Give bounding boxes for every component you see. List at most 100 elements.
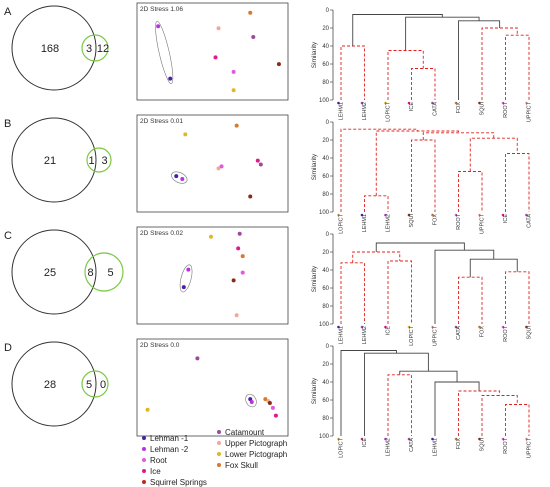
legend-marker [217, 463, 221, 467]
dendrogram-branch [434, 249, 495, 324]
leaf-label-cata: CATA [409, 438, 415, 452]
similarity-tick-label: 80 [322, 304, 329, 310]
mds-group-ellipse [155, 21, 174, 84]
venn-right-count: 0 [100, 379, 106, 391]
leaf-label-cata: CATA [527, 214, 533, 228]
legend-marker [217, 441, 221, 445]
legend-label: Squirrel Springs [150, 478, 207, 487]
similarity-axis-label: Similarity [311, 377, 318, 404]
leaf-marker-lopict [407, 325, 411, 329]
similarity-tick-label: 80 [322, 192, 329, 198]
leaf-marker-cata [431, 101, 434, 105]
leaf-label-fox: FOX [433, 214, 439, 226]
leaf-marker-ice [360, 437, 364, 441]
venn-right-circle [86, 147, 112, 173]
mds-point-squi [267, 401, 272, 406]
similarity-tick-label: 80 [322, 80, 329, 86]
leaf-marker-uppict [478, 213, 481, 217]
leaf-label-lehm1: LEHM1 [362, 214, 368, 232]
mds-point-uppict [216, 26, 221, 31]
leaf-marker-squi [407, 213, 411, 217]
legend-marker [142, 458, 146, 462]
similarity-axis-label: Similarity [311, 265, 318, 292]
mds-group-ellipse [179, 264, 193, 293]
mds-point-cata [258, 162, 263, 167]
similarity-axis-label: Similarity [311, 41, 318, 68]
dendrogram-branch [340, 262, 365, 324]
leaf-marker-lehm2 [360, 325, 364, 329]
leaf-label-root: ROOT [503, 437, 509, 454]
venn-right-count: 5 [107, 267, 113, 279]
mds-point-squi [276, 62, 281, 67]
leaf-marker-lehm1 [337, 101, 340, 105]
dendrogram-branch [375, 242, 465, 252]
leaf-label-cata: CATA [456, 326, 462, 340]
leaf-marker-uppict [525, 437, 528, 441]
dendrogram-branch [364, 195, 389, 212]
leaf-marker-fox [478, 325, 481, 329]
panel-label: C [4, 230, 12, 242]
venn-left-circle [11, 229, 97, 315]
legend-label: Ice [150, 467, 161, 476]
leaf-label-lehm2: LEHM2 [362, 102, 368, 120]
venn-left-circle [11, 5, 97, 91]
mds-plot-frame [136, 338, 289, 437]
panel-label: D [4, 342, 12, 354]
dendrogram-branch [387, 260, 412, 324]
mds-point-root [231, 69, 236, 74]
mds-stress-label: 2D Stress 0.0 [140, 342, 180, 349]
dendrogram-branch [458, 20, 501, 100]
mds-point-root [219, 164, 224, 169]
dendrogram-branch [469, 137, 518, 172]
mds-point-cata [251, 34, 256, 39]
leaf-label-lehm1: LEHM1 [339, 102, 345, 120]
leaf-marker-root [454, 213, 458, 217]
legend-marker [142, 480, 146, 484]
venn-left-count: 25 [44, 267, 56, 279]
dendrogram-branch [469, 258, 518, 278]
leaf-label-lehm2: LEHM2 [386, 438, 392, 456]
mds-point-lopict [145, 407, 150, 412]
dendrogram-branch [387, 50, 424, 100]
similarity-axis-label: Similarity [311, 153, 318, 180]
dendrogram-branch [434, 381, 480, 436]
leaf-label-lehm1: LEHM1 [339, 326, 345, 344]
leaf-label-squi: SQUI [480, 438, 486, 452]
mds-point-ice [273, 413, 278, 418]
leaf-marker-cata [454, 325, 458, 329]
legend-marker [217, 452, 221, 456]
leaf-marker-lehm1 [431, 437, 434, 441]
similarity-tick-label: 0 [326, 232, 330, 238]
venn-right-count: 3 [101, 155, 107, 167]
leaf-marker-lehm2 [360, 101, 364, 105]
similarity-tick-label: 0 [326, 344, 330, 350]
leaf-marker-cata [525, 213, 528, 217]
leaf-label-root: ROOT [503, 101, 509, 118]
dendrogram-branch [352, 251, 401, 263]
dendrogram-branch [364, 352, 429, 436]
leaf-label-uppict: UPPICT [527, 101, 533, 122]
dendrogram-branch [505, 271, 530, 324]
venn-left-circle [11, 117, 97, 203]
venn-left-count: 21 [44, 155, 56, 167]
leaf-label-fox: FOX [456, 102, 462, 114]
mds-group-ellipse [245, 393, 257, 408]
leaf-label-squi: SQUI [527, 326, 533, 340]
leaf-label-ice: ICE [503, 214, 509, 224]
leaf-marker-lopict [384, 101, 387, 105]
mds-point-fox [248, 10, 253, 15]
mds-point-lehm1 [168, 76, 173, 81]
mds-plot-frame [136, 2, 289, 101]
legend-label: Upper Pictograph [225, 439, 287, 448]
leaf-label-lehm2: LEHM2 [362, 326, 368, 344]
dendrogram-branch [387, 374, 412, 436]
panel-label: A [4, 6, 12, 18]
dendrogram-branch [505, 34, 530, 100]
mds-point-cata [237, 231, 242, 236]
legend-label: Root [150, 456, 168, 465]
mds-point-fox [263, 397, 268, 402]
similarity-tick-label: 20 [322, 138, 329, 144]
leaf-marker-cata [407, 437, 411, 441]
mds-point-uppict [234, 313, 239, 318]
